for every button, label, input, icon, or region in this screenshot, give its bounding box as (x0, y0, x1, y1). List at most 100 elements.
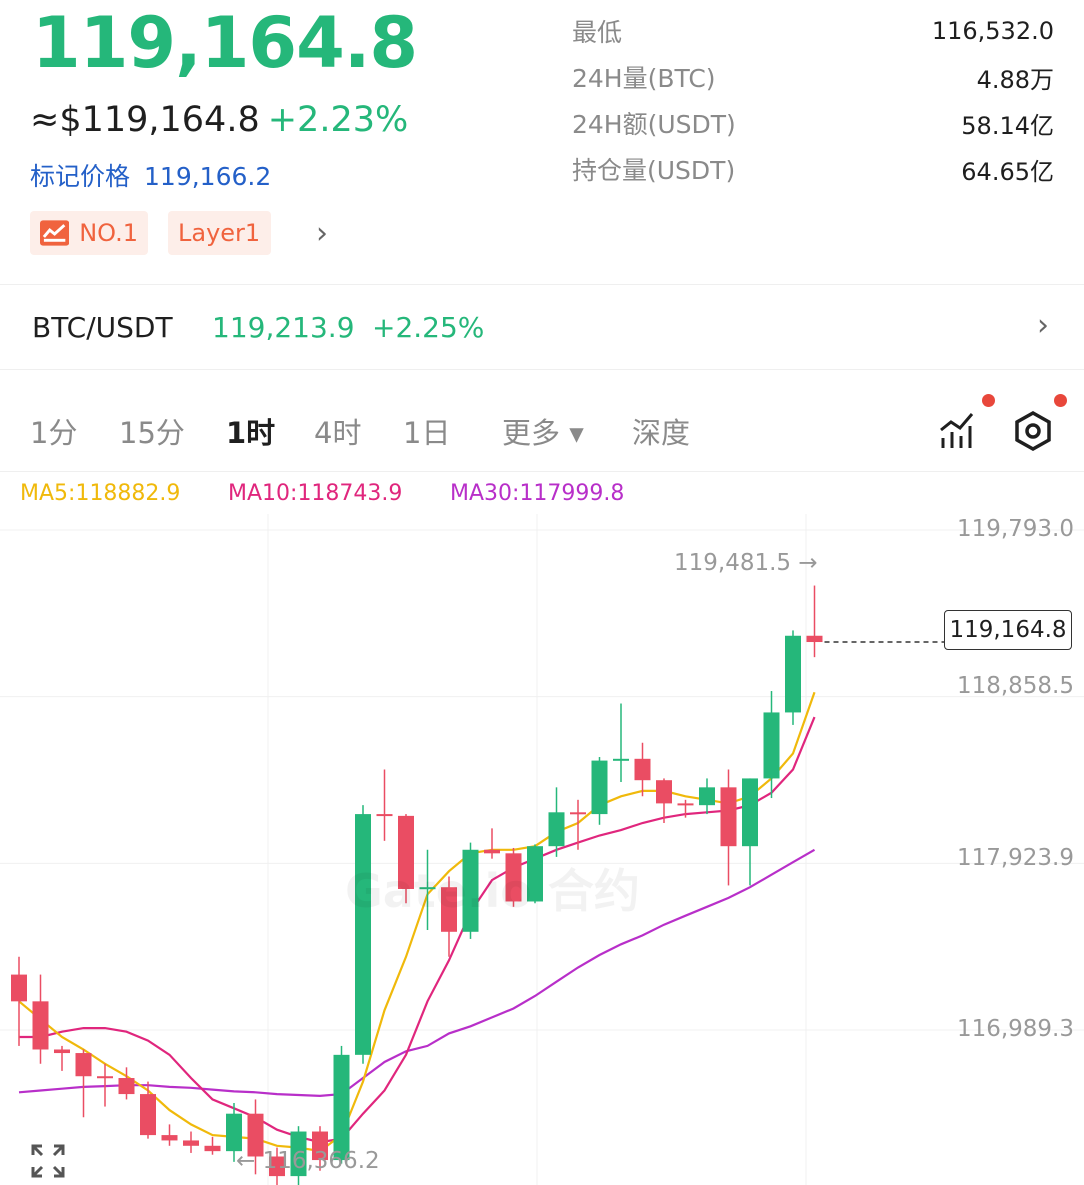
candle-body (548, 812, 565, 847)
stat-label: 持仓量(USDT) (572, 156, 736, 185)
stat-label: 24H额(USDT) (572, 110, 736, 139)
candle-body (634, 758, 651, 781)
candle-body (591, 760, 608, 815)
candle-body (806, 635, 823, 643)
stat-row: 持仓量(USDT) 64.65亿 (572, 146, 1054, 192)
spot-pair-chevron-icon[interactable]: › (1037, 308, 1049, 343)
stat-row: 24H量(BTC) 4.88万 (572, 54, 1054, 100)
y-axis-tick: 116,989.3 (956, 1016, 1074, 1042)
settings-hex-icon[interactable] (1012, 410, 1054, 452)
stat-value: 4.88万 (976, 65, 1054, 94)
candle-body (462, 849, 479, 932)
ma10-value: MA10:118743.9 (228, 481, 403, 506)
tab-15m[interactable]: 15分 (119, 416, 185, 450)
spot-pair-change: +2.25% (372, 311, 485, 344)
candle-body (269, 1156, 285, 1177)
notification-dot (1054, 394, 1067, 407)
y-axis-tick: 117,923.9 (956, 845, 1074, 871)
candle-body (699, 787, 715, 806)
candle-body (204, 1145, 221, 1152)
ma5-value: MA5:118882.9 (20, 481, 181, 506)
change-percent: +2.23% (267, 100, 409, 140)
candle-body (140, 1094, 156, 1136)
ma10-line (19, 716, 816, 1144)
watermark-text: Gate.io 合约 (345, 864, 640, 918)
candle-body (419, 887, 436, 890)
candle-body (183, 1140, 199, 1146)
candle-body (376, 814, 393, 817)
candle-body (441, 887, 457, 932)
last-price: 119,164.8 (32, 2, 418, 84)
candle-body (161, 1135, 178, 1141)
mark-price-row: 标记价格 119,166.2 (30, 157, 271, 193)
high-price-marker: 119,481.5 → (674, 550, 818, 576)
ma5-line (18, 691, 816, 1153)
tab-depth[interactable]: 深度 (632, 416, 691, 450)
tab-1h[interactable]: 1时 (226, 416, 276, 450)
tab-1d[interactable]: 1日 (403, 416, 451, 450)
divider (0, 369, 1084, 370)
candle-body (570, 812, 586, 815)
candle-body (355, 814, 371, 1055)
stat-value: 58.14亿 (961, 111, 1054, 140)
spot-pair-name[interactable]: BTC/USDT (32, 311, 173, 344)
candle-body (785, 635, 801, 713)
candle-body (118, 1078, 135, 1095)
candle-body (290, 1131, 307, 1177)
stat-label: 24H量(BTC) (572, 64, 716, 93)
stat-value: 64.65亿 (961, 157, 1054, 186)
stats-panel: 最低 116,532.0 24H量(BTC) 4.88万 24H额(USDT) 58.… (572, 8, 1054, 192)
tab-1m[interactable]: 1分 (30, 416, 78, 450)
candle-body (54, 1049, 70, 1054)
candle-body (226, 1113, 242, 1152)
ma30-line (18, 848, 816, 1098)
ma30-value: MA30:117999.8 (450, 481, 625, 506)
candle-body (398, 815, 414, 889)
y-axis-tick: 119,793.0 (956, 516, 1074, 542)
divider (0, 284, 1084, 285)
stat-row: 最低 116,532.0 (572, 8, 1054, 54)
divider (0, 471, 1084, 472)
tab-more[interactable]: 更多 ▾ (502, 416, 584, 450)
stat-row: 24H额(USDT) 58.14亿 (572, 100, 1054, 146)
stat-label: 最低 (572, 18, 623, 47)
layer-tag[interactable]: Layer1 (168, 211, 271, 255)
chart-trend-icon (40, 220, 70, 246)
tab-4h[interactable]: 4时 (314, 416, 362, 450)
candle-body (677, 803, 694, 806)
candle-body (333, 1054, 350, 1161)
candle-body (656, 780, 672, 804)
tags-more-chevron-icon[interactable]: › (316, 216, 328, 251)
mark-price-label: 标记价格 (30, 162, 131, 191)
usd-price: ≈$119,164.8 (30, 100, 260, 140)
timeframe-tabs: 1分 15分 1时 4时 1日 更多 ▾ 深度 (30, 410, 690, 452)
usd-price-row: ≈$119,164.8 +2.23% (30, 100, 408, 140)
stat-value: 116,532.0 (931, 17, 1054, 45)
low-price-marker: ← 116,366.2 (236, 1148, 380, 1174)
candle-body (75, 1053, 92, 1077)
mark-price-value: 119,166.2 (144, 162, 272, 191)
candle-body (720, 787, 737, 847)
candle-body (32, 1001, 49, 1050)
candle-body (484, 849, 500, 854)
candle-body (247, 1113, 264, 1157)
current-price-label: 119,164.8 (944, 610, 1072, 650)
candle-body (527, 846, 543, 902)
candlestick-chart[interactable] (0, 514, 1084, 1185)
indicator-chart-icon[interactable] (938, 408, 978, 450)
rank-tag-label: NO.1 (79, 219, 138, 247)
candle-body (742, 778, 758, 847)
candle-body (11, 974, 27, 1002)
fullscreen-icon[interactable] (30, 1143, 66, 1179)
y-axis-tick: 118,858.5 (956, 673, 1074, 699)
rank-tag[interactable]: NO.1 (30, 211, 148, 255)
layer-tag-label: Layer1 (178, 219, 261, 247)
candle-body (312, 1131, 328, 1161)
candle-body (97, 1076, 113, 1079)
candle-body (613, 758, 629, 761)
candle-body (505, 853, 522, 902)
spot-pair-price: 119,213.9 (212, 311, 355, 344)
candle-body (763, 712, 780, 779)
ma-legend: MA5:118882.9 MA10:118743.9 MA30:117999.8 (20, 481, 624, 506)
notification-dot (982, 394, 995, 407)
